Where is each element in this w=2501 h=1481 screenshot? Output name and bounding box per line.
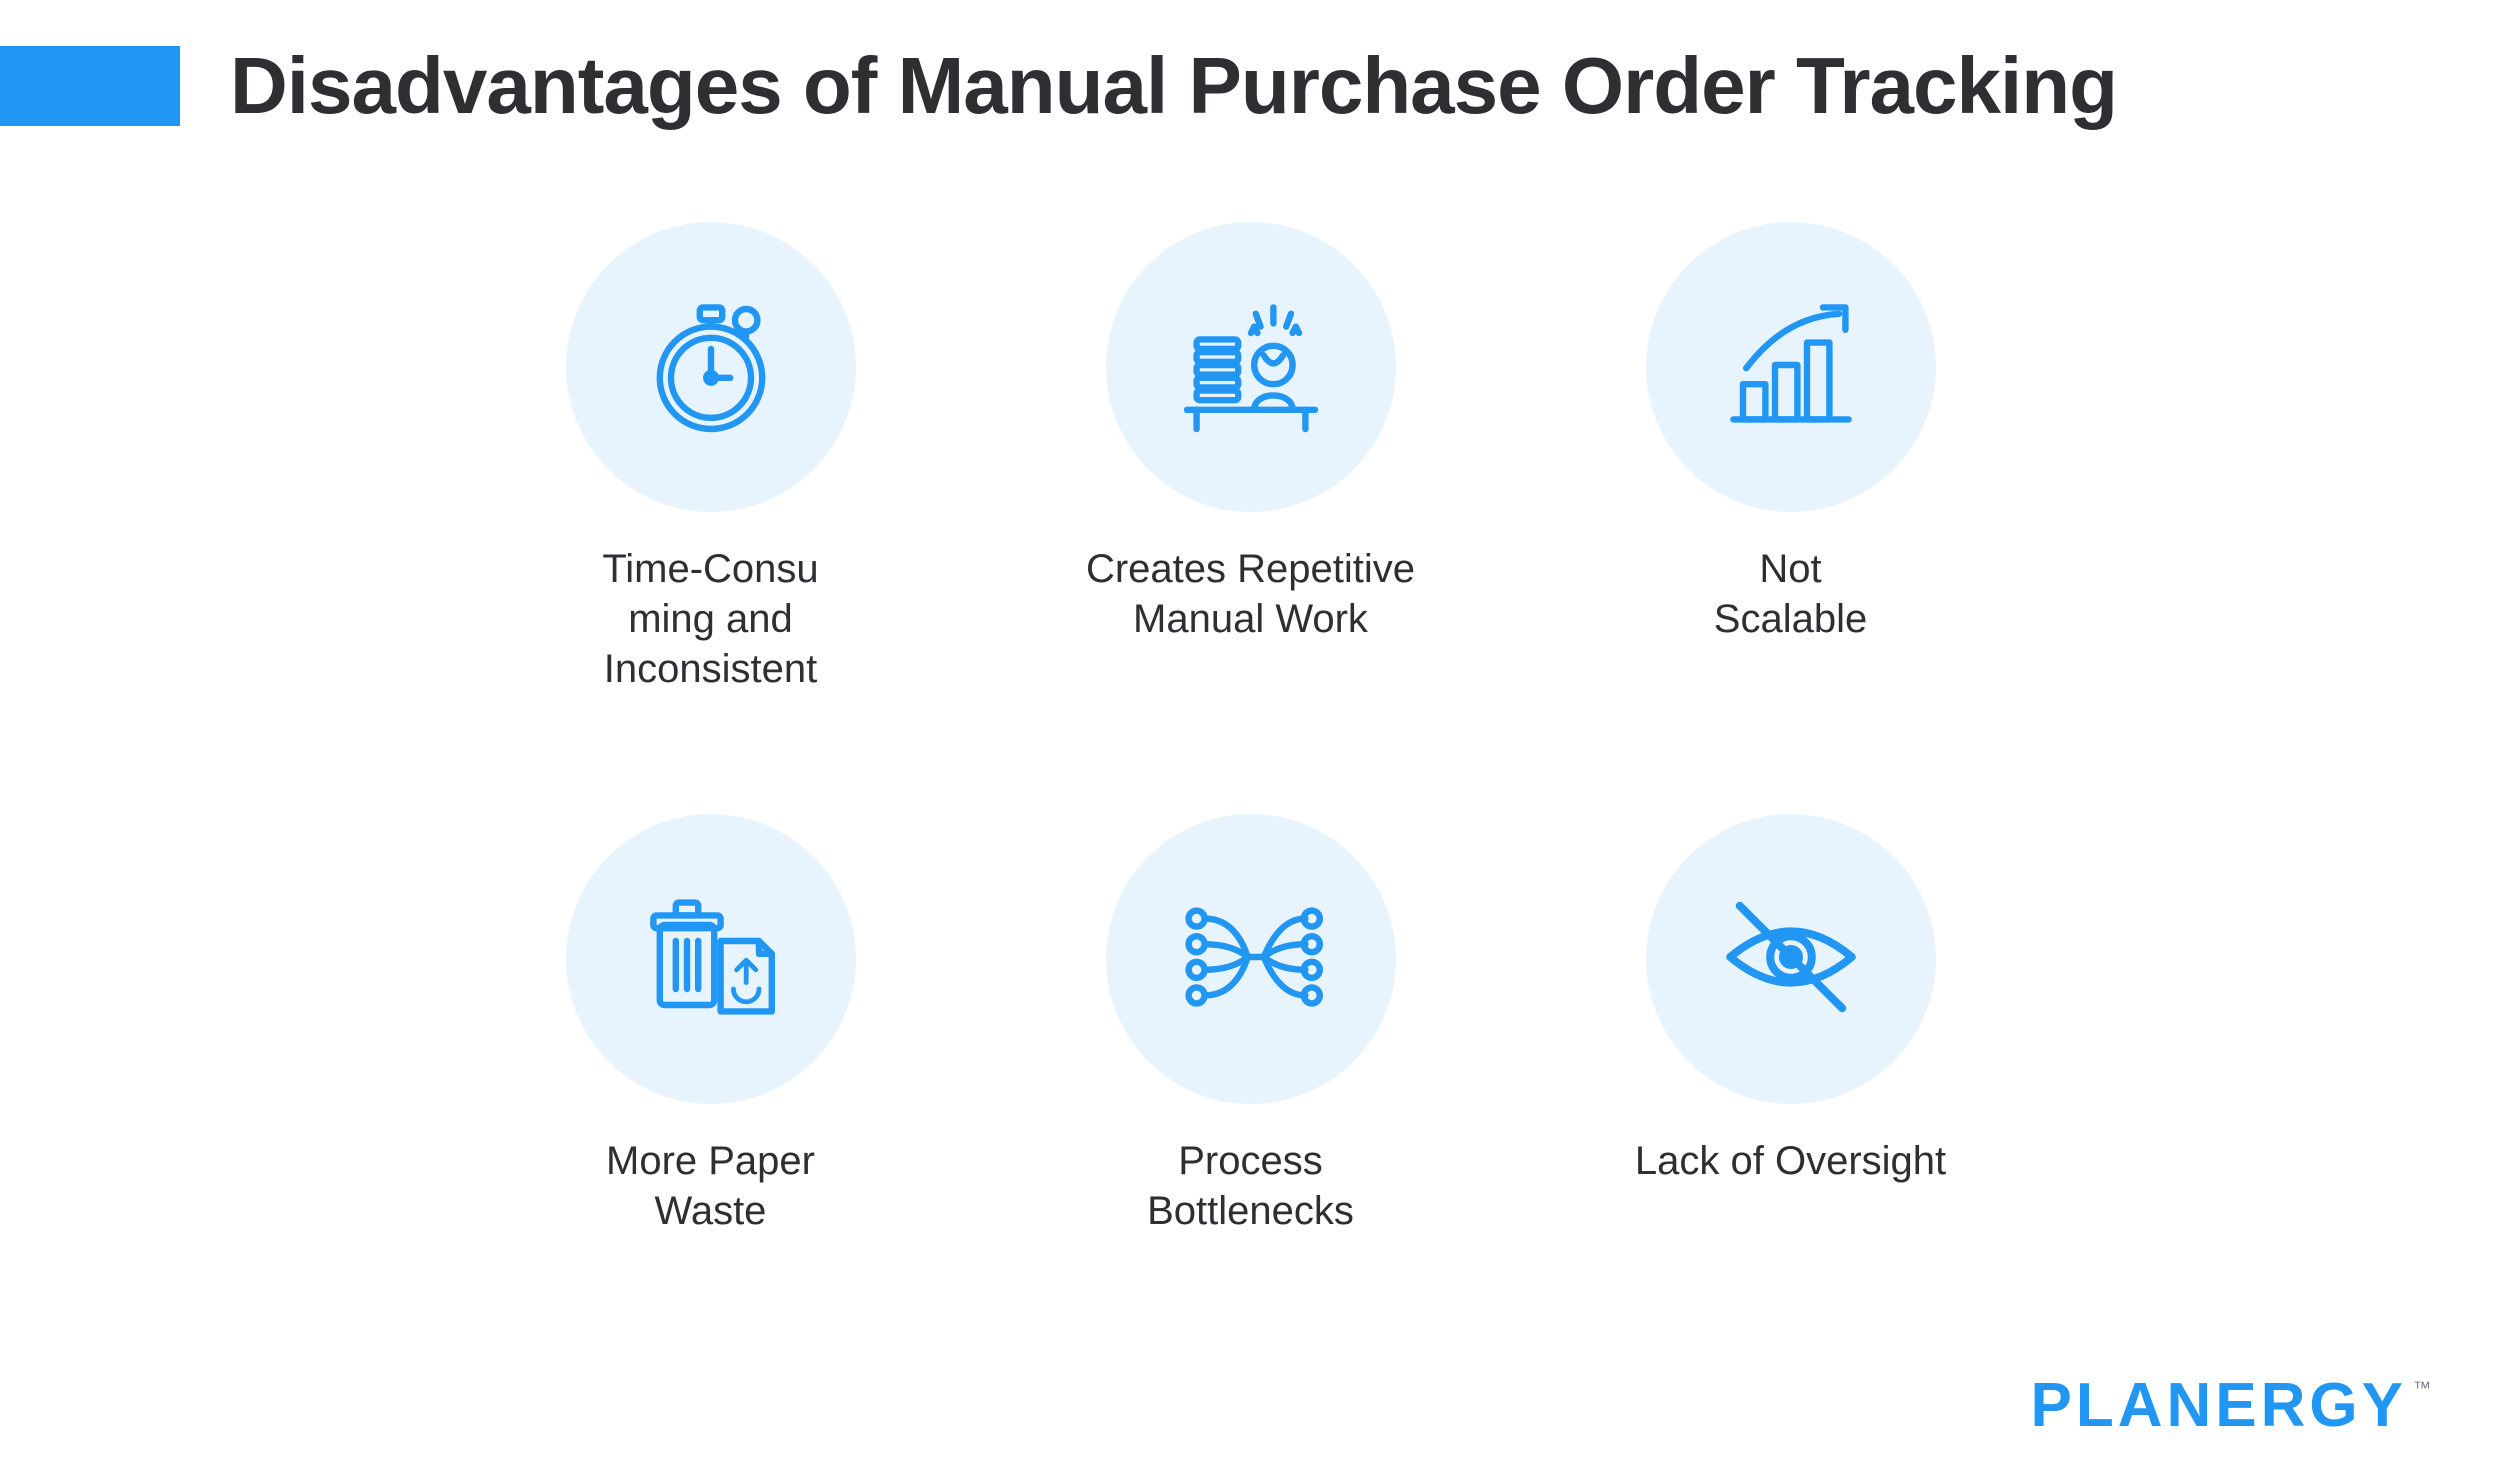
- icon-circle: [566, 222, 856, 512]
- no-visibility-icon: [1711, 877, 1871, 1042]
- page-title: Disadvantages of Manual Purchase Order T…: [230, 40, 2117, 132]
- growth-chart-icon: [1711, 285, 1871, 450]
- item-lack-oversight: Lack of Oversight: [1561, 814, 2021, 1236]
- item-paper-waste: More Paper Waste: [481, 814, 941, 1236]
- logo-trademark: ™: [2413, 1378, 2431, 1399]
- icon-circle: [566, 814, 856, 1104]
- infographic-page: Disadvantages of Manual Purchase Order T…: [0, 0, 2501, 1481]
- stopwatch-icon: [631, 285, 791, 450]
- item-label: More Paper Waste: [606, 1136, 815, 1236]
- item-label: Process Bottlenecks: [1147, 1136, 1354, 1236]
- overworked-icon: [1171, 285, 1331, 450]
- grid-container: Time-Consu ming and Inconsistent: [0, 222, 2501, 1236]
- logo-text: PLANERGY: [2031, 1370, 2407, 1441]
- icon-circle: [1106, 814, 1396, 1104]
- item-label: Lack of Oversight: [1635, 1136, 1946, 1186]
- paper-waste-icon: [631, 877, 791, 1042]
- item-not-scalable: Not Scalable: [1561, 222, 2021, 694]
- item-label: Time-Consu ming and Inconsistent: [602, 544, 818, 694]
- item-label: Creates Repetitive Manual Work: [1086, 544, 1415, 644]
- icon-circle: [1106, 222, 1396, 512]
- item-grid: Time-Consu ming and Inconsistent: [481, 222, 2021, 1236]
- item-bottlenecks: Process Bottlenecks: [1021, 814, 1481, 1236]
- header: Disadvantages of Manual Purchase Order T…: [0, 0, 2501, 132]
- icon-circle: [1646, 814, 1936, 1104]
- item-label: Not Scalable: [1714, 544, 1867, 644]
- icon-circle: [1646, 222, 1936, 512]
- brand-logo: PLANERGY ™: [2031, 1370, 2431, 1441]
- item-time-consuming: Time-Consu ming and Inconsistent: [481, 222, 941, 694]
- accent-bar: [0, 46, 180, 126]
- item-repetitive-work: Creates Repetitive Manual Work: [1021, 222, 1481, 694]
- bottleneck-icon: [1171, 877, 1331, 1042]
